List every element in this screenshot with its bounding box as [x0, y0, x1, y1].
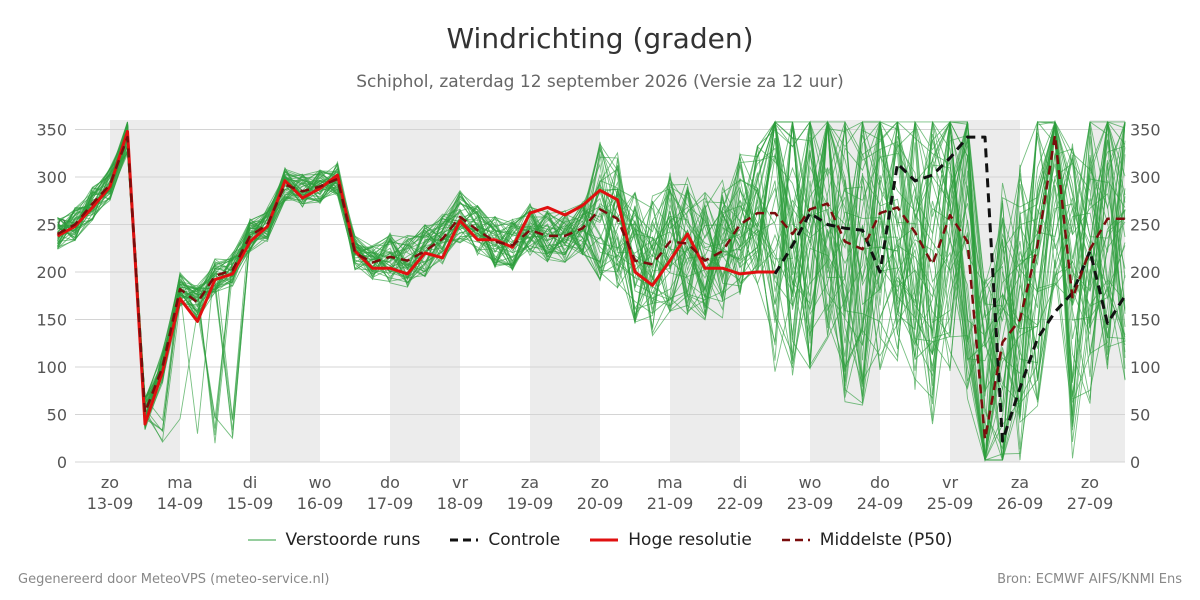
x-tick-day-label: do: [380, 473, 400, 492]
x-tick-day-label: zo: [1081, 473, 1099, 492]
x-tick-date-label: 24-09: [857, 494, 904, 513]
legend-label: Middelste (P50): [819, 530, 953, 550]
x-tick-date-label: 25-09: [927, 494, 974, 513]
ensemble-member-line: [57, 121, 1126, 428]
controle-line: [773, 135, 1127, 443]
hoge-resolutie-line: [56, 129, 775, 426]
ensemble-member-line: [57, 121, 1126, 432]
x-tick-date-label: 18-09: [437, 494, 484, 513]
black-dashed-line-icon: [450, 538, 479, 542]
x-tick-day-label: di: [243, 473, 258, 492]
x-tick-day-label: do: [870, 473, 890, 492]
x-tick-day-label: vr: [452, 473, 468, 492]
footer-source: Bron: ECMWF AIFS/KNMI Ens: [997, 572, 1182, 587]
x-tick-day-label: zo: [591, 473, 609, 492]
night-band: [390, 120, 460, 462]
footer-generated-by: Gegenereerd door MeteoVPS (meteo-service…: [18, 572, 330, 587]
x-tick-date-label: 27-09: [1067, 494, 1114, 513]
y-tick-label-left: 50: [47, 406, 67, 425]
y-tick-label-right: 100: [1130, 358, 1161, 377]
x-tick-date-label: 19-09: [507, 494, 554, 513]
ensemble-member-line: [57, 120, 1126, 450]
middelste-p50-line: [56, 133, 1125, 441]
y-tick-label-right: 300: [1130, 168, 1161, 187]
legend-item-middelste-p50[interactable]: Middelste (P50): [781, 530, 953, 550]
ensemble-member-line: [57, 121, 1126, 461]
x-tick-day-label: zo: [101, 473, 119, 492]
legend: Verstoorde runs Controle Hoge resolutie …: [0, 530, 1200, 550]
legend-item-controle[interactable]: Controle: [450, 530, 560, 550]
x-tick-date-label: 22-09: [717, 494, 764, 513]
legend-label: Controle: [488, 530, 561, 550]
x-tick-day-label: wo: [309, 473, 332, 492]
x-tick-date-label: 16-09: [297, 494, 344, 513]
thin-green-line-icon: [247, 539, 276, 541]
x-tick-date-label: 26-09: [997, 494, 1044, 513]
chart-title: Windrichting (graden): [446, 22, 754, 55]
x-tick-date-label: 13-09: [87, 494, 134, 513]
legend-item-verstoorde-runs[interactable]: Verstoorde runs: [247, 530, 421, 550]
y-tick-label-left: 200: [36, 263, 67, 282]
x-tick-date-label: 14-09: [157, 494, 204, 513]
y-tick-label-left: 350: [36, 121, 67, 140]
y-tick-label-right: 250: [1130, 216, 1161, 235]
chart-subtitle: Schiphol, zaterdag 12 september 2026 (Ve…: [356, 72, 844, 92]
x-tick-day-label: di: [733, 473, 748, 492]
y-tick-label-left: 0: [57, 453, 67, 472]
y-tick-label-right: 350: [1130, 121, 1161, 140]
x-tick-date-label: 17-09: [367, 494, 414, 513]
ensemble-member-line: [57, 121, 1126, 429]
x-tick-day-label: za: [1011, 473, 1029, 492]
legend-item-hoge-resolutie[interactable]: Hoge resolutie: [590, 530, 752, 550]
x-tick-day-label: ma: [657, 473, 682, 492]
legend-label: Verstoorde runs: [285, 530, 421, 550]
x-tick-day-label: za: [521, 473, 539, 492]
y-tick-label-right: 150: [1130, 311, 1161, 330]
x-tick-date-label: 20-09: [577, 494, 624, 513]
x-tick-date-label: 21-09: [647, 494, 694, 513]
legend-label: Hoge resolutie: [628, 530, 752, 550]
x-tick-date-label: 15-09: [227, 494, 274, 513]
x-tick-day-label: wo: [799, 473, 822, 492]
y-tick-label-left: 300: [36, 168, 67, 187]
darkred-dashed-line-icon: [781, 538, 810, 542]
y-tick-label-right: 0: [1130, 453, 1140, 472]
x-tick-date-label: 23-09: [787, 494, 834, 513]
ensemble-member-line: [57, 121, 1126, 431]
y-tick-label-left: 100: [36, 358, 67, 377]
x-tick-day-label: vr: [942, 473, 958, 492]
y-tick-label-right: 200: [1130, 263, 1161, 282]
y-tick-label-left: 150: [36, 311, 67, 330]
ensemble-member-line: [57, 121, 1126, 440]
red-solid-line-icon: [590, 538, 619, 542]
y-tick-label-right: 50: [1130, 406, 1150, 425]
x-tick-day-label: ma: [167, 473, 192, 492]
night-band: [530, 120, 600, 462]
